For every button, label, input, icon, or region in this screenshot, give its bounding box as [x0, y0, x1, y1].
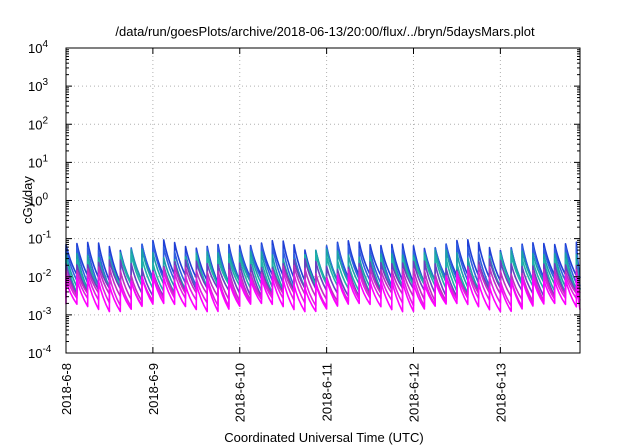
x-tick-label: 2018-6-12	[406, 363, 421, 422]
x-axis-label: Coordinated Universal Time (UTC)	[224, 430, 423, 445]
x-tick-label: 2018-6-9	[146, 363, 161, 415]
y-tick-label: 10-2	[28, 268, 52, 285]
y-tick-label: 104	[28, 39, 48, 56]
x-tick-label: 2018-6-10	[233, 363, 248, 422]
y-tick-label: 100	[28, 192, 48, 209]
y-axis-label: cGy/day	[20, 176, 35, 224]
x-tick-label: 2018-6-11	[320, 363, 335, 421]
y-axis: 10-4 10-3 10-2 10-1 100 101 102 103 104	[28, 39, 580, 361]
x-tick-label: 2018-6-13	[493, 363, 508, 422]
y-tick-label: 10-4	[28, 344, 52, 361]
series-layer	[65, 239, 581, 313]
x-axis: 2018-6-8 2018-6-9 2018-6-10 2018-6-11 2018-6…	[59, 48, 508, 422]
y-tick-label: 103	[28, 77, 48, 94]
y-tick-label: 102	[28, 115, 48, 132]
chart-title: /data/run/goesPlots/archive/2018-06-13/2…	[115, 24, 535, 39]
y-tick-label: 10-1	[28, 230, 52, 247]
y-tick-label: 101	[28, 153, 48, 170]
y-tick-label: 10-3	[28, 306, 52, 323]
x-tick-label: 2018-6-8	[59, 363, 74, 415]
grid	[66, 48, 580, 353]
series-line	[65, 274, 581, 313]
